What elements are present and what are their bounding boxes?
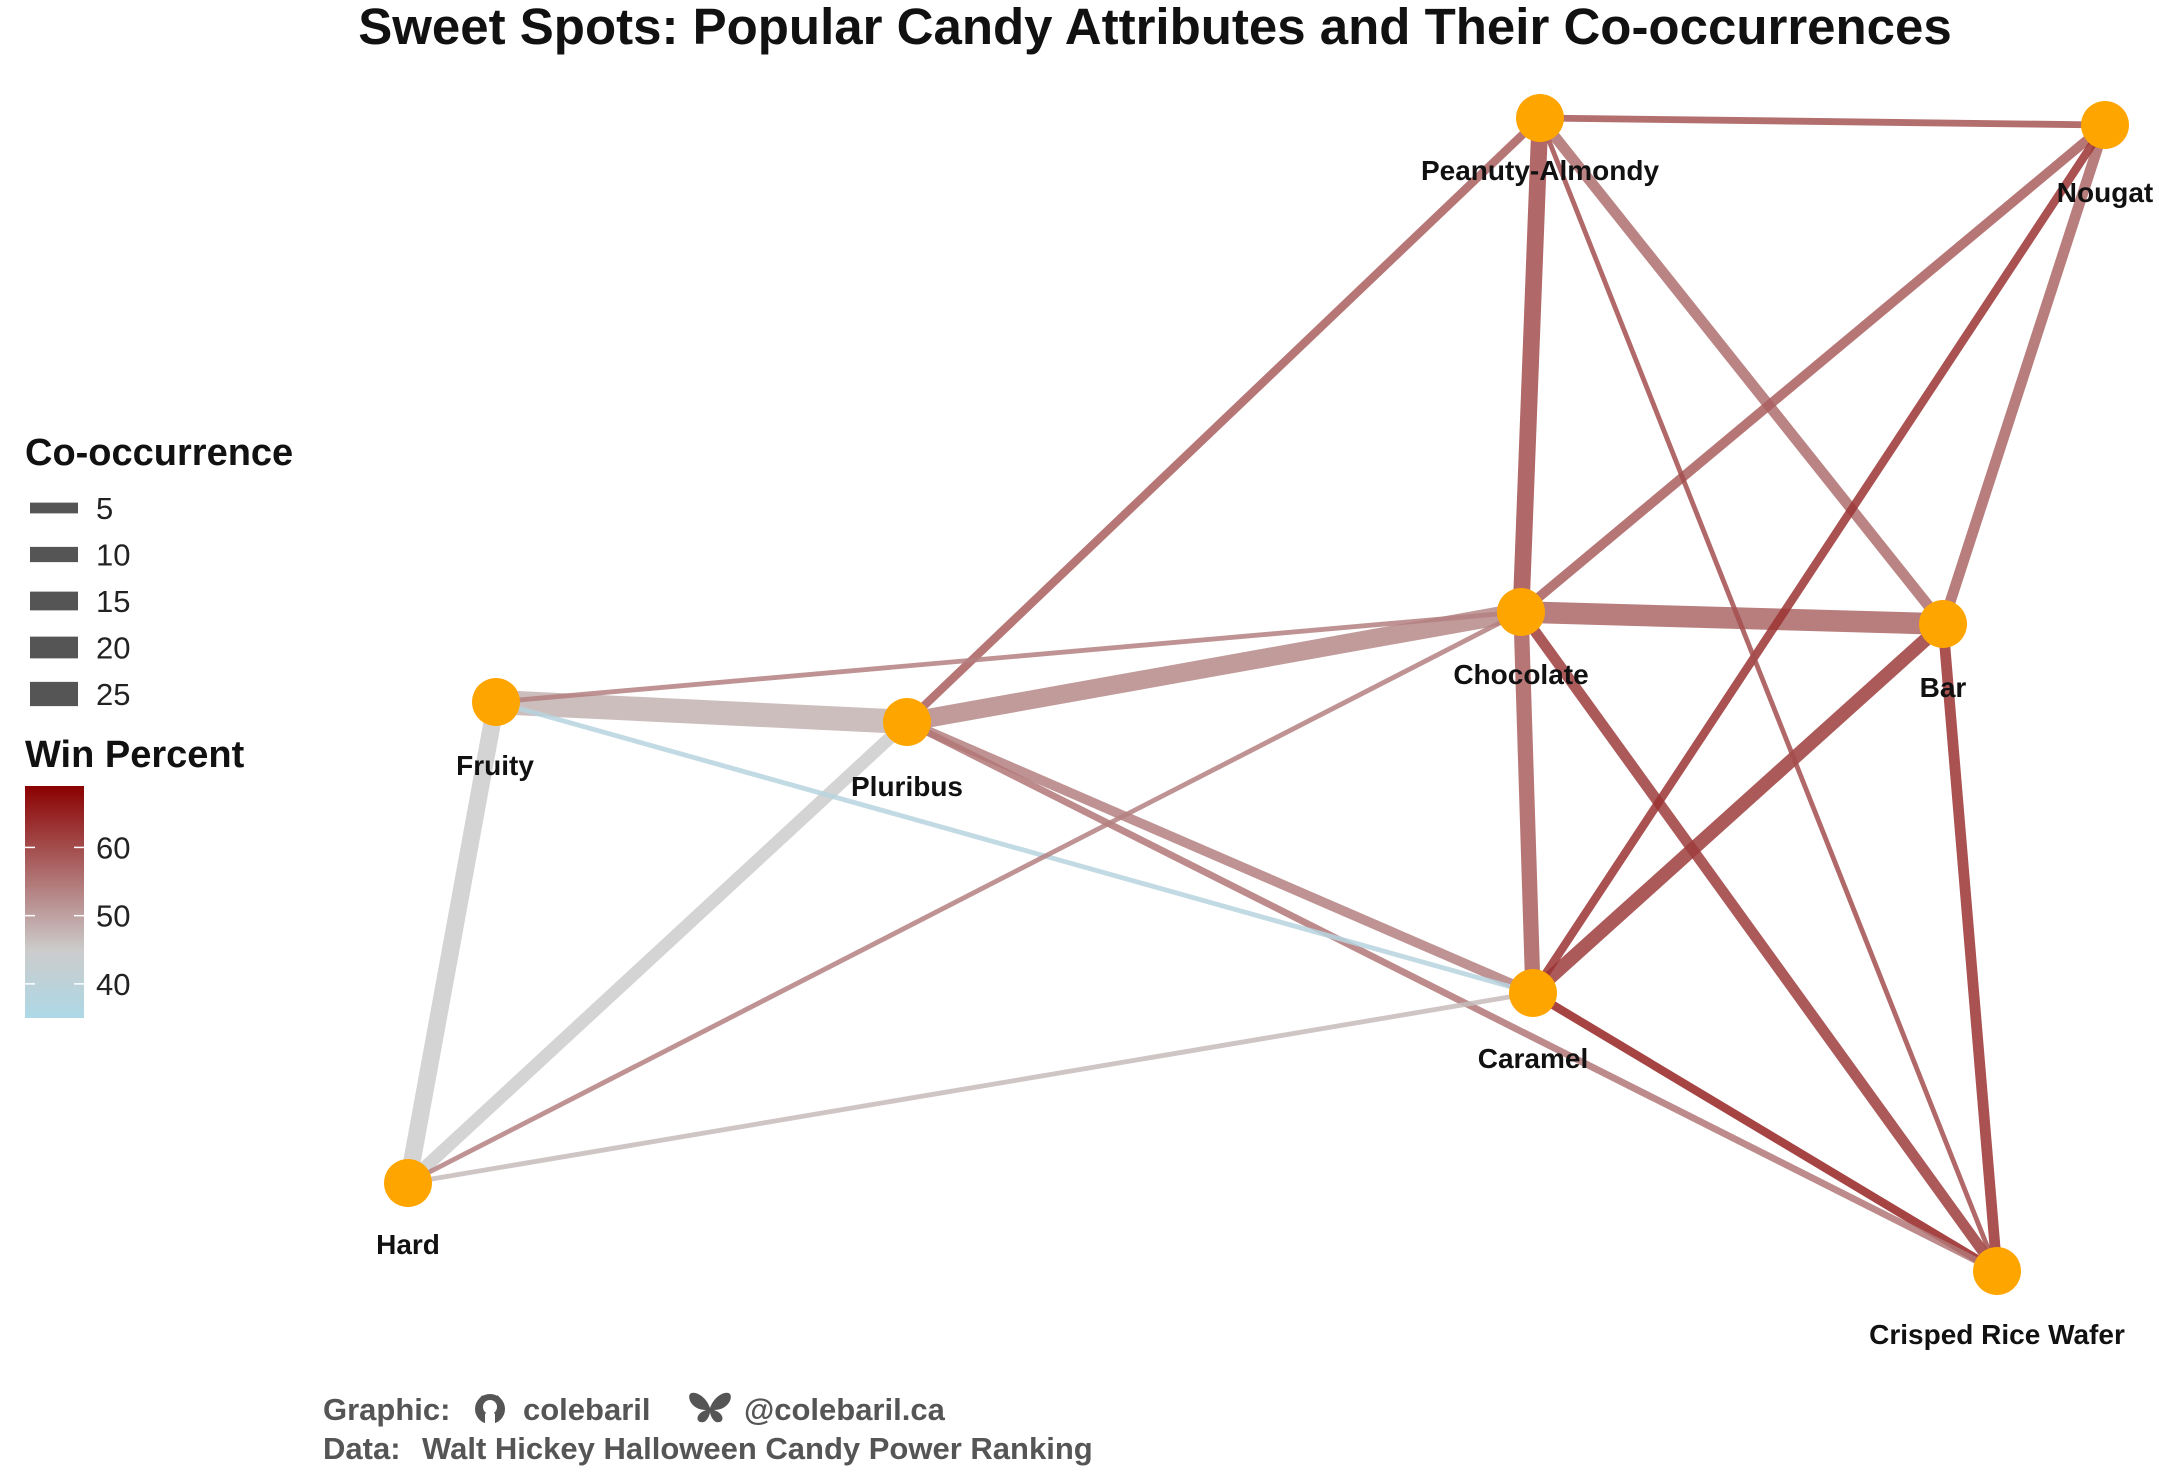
caption-github-handle: colebaril [523, 1392, 651, 1427]
size-legend-label: 15 [96, 584, 130, 619]
caption-data-source: Walt Hickey Halloween Candy Power Rankin… [422, 1431, 1093, 1466]
node-label-caramel: Caramel [1478, 1043, 1589, 1074]
node-label-crisped-rice-wafer: Crisped Rice Wafer [1869, 1319, 2125, 1350]
node-label-pluribus: Pluribus [851, 771, 963, 802]
size-legend-label: 20 [96, 631, 130, 666]
edge-chocolate-pluribus [905, 602, 1523, 732]
size-legend: Co-occurrence 5 10 15 20 25 [25, 432, 293, 712]
size-legend-label: 10 [96, 538, 130, 573]
node-label-fruity: Fruity [456, 750, 534, 781]
node-hard [384, 1159, 432, 1207]
node-nougat [2081, 101, 2129, 149]
caption: Graphic: colebaril @colebaril.ca Data: W… [323, 1392, 1093, 1466]
butterfly-icon [689, 1392, 731, 1423]
edge-chocolate-caramel [1513, 611, 1541, 994]
edge-pluribus-peanuty-almondy [904, 114, 1543, 726]
edge-hard-caramel [407, 990, 1534, 1186]
color-legend-tick-label: 40 [96, 967, 130, 1002]
node-chocolate [1497, 588, 1545, 636]
color-legend: Win Percent 60 50 40 [25, 734, 245, 1018]
edge-caramel-bar [1528, 618, 1948, 999]
node-fruity [472, 678, 520, 726]
edge-caramel-crisped-rice-wafer [1530, 989, 2000, 1275]
color-legend-title: Win Percent [25, 734, 245, 776]
edge-chocolate-peanuty-almondy [1512, 117, 1549, 613]
node-label-peanuty-almondy: Peanuty-Almondy [1421, 155, 1659, 186]
caption-data-label: Data: [323, 1431, 401, 1466]
color-legend-tick-label: 50 [96, 899, 130, 934]
node-peanuty-almondy [1516, 94, 1564, 142]
edge-layer [399, 114, 2111, 1275]
size-legend-items: 5 10 15 20 25 [30, 491, 130, 712]
color-legend-tick-label: 60 [96, 830, 130, 865]
color-bar [25, 786, 84, 1018]
edge-hard-chocolate [406, 609, 1523, 1186]
node-pluribus [883, 698, 931, 746]
edge-hard-pluribus [403, 717, 912, 1188]
caption-graphic-label: Graphic: [323, 1392, 450, 1427]
edge-fruity-chocolate [495, 609, 1522, 705]
node-label-layer: Peanuty-Almondy Nougat Chocolate Bar Fruity P… [376, 155, 2153, 1350]
edge-caramel-nougat [1529, 122, 2109, 996]
edge-chocolate-bar [1520, 601, 1944, 635]
size-legend-title: Co-occurrence [25, 432, 293, 474]
chart-title: Sweet Spots: Popular Candy Attributes an… [358, 0, 1952, 55]
edge-nougat-bar [1937, 123, 2111, 626]
edge-pluribus-caramel [905, 717, 1535, 998]
node-label-nougat: Nougat [2057, 177, 2153, 208]
edge-bar-crisped-rice-wafer [1937, 623, 2003, 1272]
edge-peanuty-almondy-crisped-rice-wafer [1537, 117, 2000, 1272]
edge-fruity-caramel [495, 699, 1534, 996]
size-legend-label: 5 [96, 491, 113, 526]
node-label-chocolate: Chocolate [1453, 659, 1588, 690]
edge-chocolate-crisped-rice-wafer [1516, 608, 2002, 1275]
edge-chocolate-nougat [1517, 121, 2109, 616]
edge-peanuty-almondy-nougat [1539, 114, 2106, 129]
github-icon [475, 1394, 505, 1425]
edge-peanuty-almondy-bar [1535, 114, 1948, 628]
size-legend-label: 25 [96, 677, 130, 712]
node-layer [384, 94, 2129, 1295]
edge-fruity-hard [399, 700, 505, 1185]
color-legend-ticks: 60 50 40 [25, 830, 130, 1002]
edge-fruity-pluribus [495, 689, 908, 735]
edge-pluribus-crisped-rice-wafer [905, 718, 1999, 1275]
node-label-hard: Hard [376, 1229, 440, 1260]
caption-bluesky-handle: @colebaril.ca [744, 1392, 946, 1427]
node-crisped-rice-wafer [1973, 1247, 2021, 1295]
node-bar [1919, 600, 1967, 648]
node-label-bar: Bar [1920, 672, 1967, 703]
node-caramel [1509, 969, 1557, 1017]
